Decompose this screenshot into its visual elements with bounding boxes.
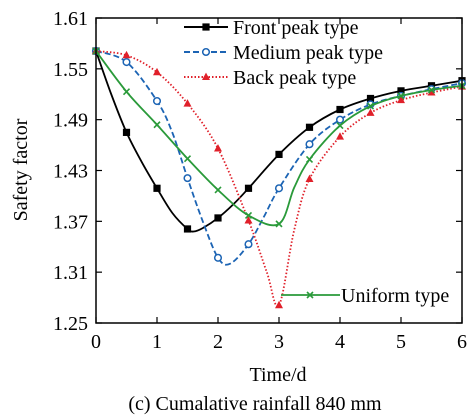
medium-peak-type-point bbox=[122, 58, 131, 67]
uniform-type-label: Uniform type bbox=[341, 285, 449, 307]
y-tick-label: 1.43 bbox=[53, 161, 88, 183]
front-peak-type-point bbox=[275, 150, 283, 159]
back-peak-type-point bbox=[183, 99, 192, 107]
back-peak-type-point bbox=[366, 108, 375, 116]
x-marker-stroke bbox=[427, 86, 436, 94]
front-peak-type-point bbox=[336, 105, 344, 114]
front-peak-type-point bbox=[183, 225, 192, 233]
x-tick-label: 5 bbox=[396, 331, 406, 353]
front-peak-type-point bbox=[153, 184, 161, 192]
uniform-type-point bbox=[244, 211, 253, 219]
x-marker-stroke bbox=[397, 92, 405, 100]
x-tick-label: 2 bbox=[213, 331, 223, 353]
x-marker-stroke bbox=[153, 121, 161, 129]
x-tick-label: 3 bbox=[274, 331, 284, 353]
y-tick-label: 1.61 bbox=[53, 8, 88, 30]
uniform-type-point bbox=[122, 88, 131, 96]
front-peak-type-point bbox=[122, 128, 131, 136]
y-tick-label: 1.49 bbox=[53, 110, 88, 132]
front-peak-type-legend-marker bbox=[202, 23, 210, 31]
medium-peak-type-point bbox=[274, 184, 284, 193]
back-peak-type-point bbox=[122, 50, 131, 59]
y-tick-label: 1.37 bbox=[53, 211, 88, 233]
medium-peak-type-point bbox=[183, 174, 192, 183]
back-peak-type-legend-marker bbox=[202, 72, 210, 80]
uniform-type-point bbox=[427, 86, 436, 94]
legend: Front peak type Medium peak type Back peak… bbox=[184, 17, 383, 89]
back-peak-type-point bbox=[305, 174, 314, 182]
x-tick-label: 4 bbox=[335, 331, 345, 353]
front-peak-type-point bbox=[366, 94, 375, 103]
uniform-type-point bbox=[153, 121, 161, 129]
y-tick-label: 1.25 bbox=[53, 313, 88, 335]
back-peak-type-point bbox=[275, 300, 283, 309]
back-peak-type-point bbox=[244, 216, 253, 224]
uniform-type-point bbox=[336, 122, 344, 130]
x-tick-label: 6 bbox=[457, 331, 467, 353]
x-marker-stroke bbox=[122, 88, 131, 96]
front-peak-type-point bbox=[305, 123, 314, 131]
medium-peak-type-point bbox=[152, 96, 162, 106]
front-peak-type-legend-label: Front peak type bbox=[233, 17, 359, 39]
x-tick-label: 1 bbox=[152, 331, 162, 353]
x-marker-stroke bbox=[183, 155, 192, 163]
back-peak-type-point bbox=[427, 88, 436, 96]
uniform-type-point bbox=[214, 186, 222, 194]
back-peak-type-legend-label: Back peak type bbox=[233, 67, 356, 89]
uniform-type-point bbox=[366, 102, 375, 110]
front-peak-type-point bbox=[244, 184, 253, 192]
x-tick-label: 0 bbox=[91, 331, 101, 353]
x-marker-stroke bbox=[366, 102, 375, 110]
medium-peak-type-point bbox=[305, 140, 314, 149]
back-peak-type-point bbox=[214, 144, 222, 152]
uniform-type-point bbox=[183, 155, 192, 163]
medium-peak-type-point bbox=[335, 115, 345, 124]
tick-labels: 0 1 2 3 4 5 6 1.25 1.31 1.37 1.43 1.49 1.55 1.61 bbox=[53, 8, 467, 353]
uniform-annotation-marker bbox=[306, 291, 314, 299]
back-peak-type-point bbox=[153, 67, 161, 76]
x-marker-stroke bbox=[275, 220, 283, 228]
uniform-annotation: Uniform type bbox=[281, 285, 449, 307]
x-marker-stroke bbox=[336, 122, 344, 130]
uniform-type-point bbox=[305, 155, 314, 164]
back-peak-type-point bbox=[397, 95, 405, 104]
y-tick-label: 1.31 bbox=[53, 262, 88, 284]
medium-peak-type-legend-label: Medium peak type bbox=[233, 42, 383, 64]
medium-peak-type-point bbox=[244, 240, 253, 249]
x-marker-stroke bbox=[244, 211, 253, 219]
y-tick-label: 1.55 bbox=[53, 59, 88, 81]
x-marker-stroke bbox=[305, 155, 314, 164]
figure-caption: (c) Cumalative rainfall 840 mm bbox=[128, 393, 382, 415]
medium-peak-type-legend-marker bbox=[201, 47, 211, 57]
front-peak-type-point bbox=[397, 87, 405, 95]
x-axis-label: Time/d bbox=[249, 364, 306, 386]
y-axis-label: Safety factor bbox=[10, 118, 32, 221]
x-marker-stroke bbox=[214, 186, 222, 194]
x-marker-stroke bbox=[306, 291, 314, 299]
uniform-type-point bbox=[275, 220, 283, 228]
front-peak-type-point bbox=[214, 214, 222, 222]
axis-ticks bbox=[95, 17, 463, 324]
back-peak-type-point bbox=[336, 132, 344, 140]
medium-peak-type-point bbox=[213, 253, 223, 262]
uniform-type-point bbox=[397, 92, 405, 100]
